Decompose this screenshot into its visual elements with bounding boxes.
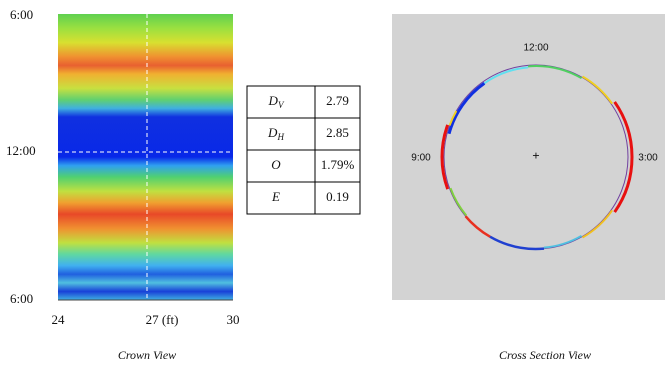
value: 0.19 bbox=[326, 189, 349, 204]
y-tick-label: 6:00 bbox=[10, 291, 33, 306]
figure: 6:00 12:00 6:00 24 27 (ft) 30 Crown View… bbox=[0, 0, 671, 367]
symbol-letter: D bbox=[268, 93, 279, 108]
y-tick-label: 6:00 bbox=[10, 7, 33, 22]
center-mark: + bbox=[532, 148, 539, 163]
symbol: E bbox=[271, 189, 280, 204]
clock-label: 12:00 bbox=[523, 43, 548, 54]
y-tick-label: 12:00 bbox=[6, 143, 36, 158]
clock-label: 9:00 bbox=[411, 153, 431, 164]
x-tick-label: 24 bbox=[52, 312, 66, 327]
value: 2.79 bbox=[326, 93, 349, 108]
table-cell bbox=[247, 150, 315, 182]
symbol: O bbox=[271, 157, 281, 172]
x-tick-label: 27 (ft) bbox=[146, 312, 179, 327]
symbol-letter: O bbox=[271, 157, 281, 172]
caption: Cross Section View bbox=[499, 348, 591, 362]
crown-heatmap bbox=[58, 14, 233, 300]
x-tick-label: 30 bbox=[227, 312, 240, 327]
symbol-letter: E bbox=[271, 189, 280, 204]
cross-section-panel bbox=[392, 14, 665, 300]
value: 1.79% bbox=[321, 157, 355, 172]
symbol-letter: D bbox=[267, 125, 278, 140]
clock-label: 3:00 bbox=[638, 153, 658, 164]
caption: Crown View bbox=[118, 348, 176, 362]
symbol-subscript: H bbox=[276, 132, 284, 142]
value: 2.85 bbox=[326, 125, 349, 140]
table-cell bbox=[247, 182, 315, 214]
